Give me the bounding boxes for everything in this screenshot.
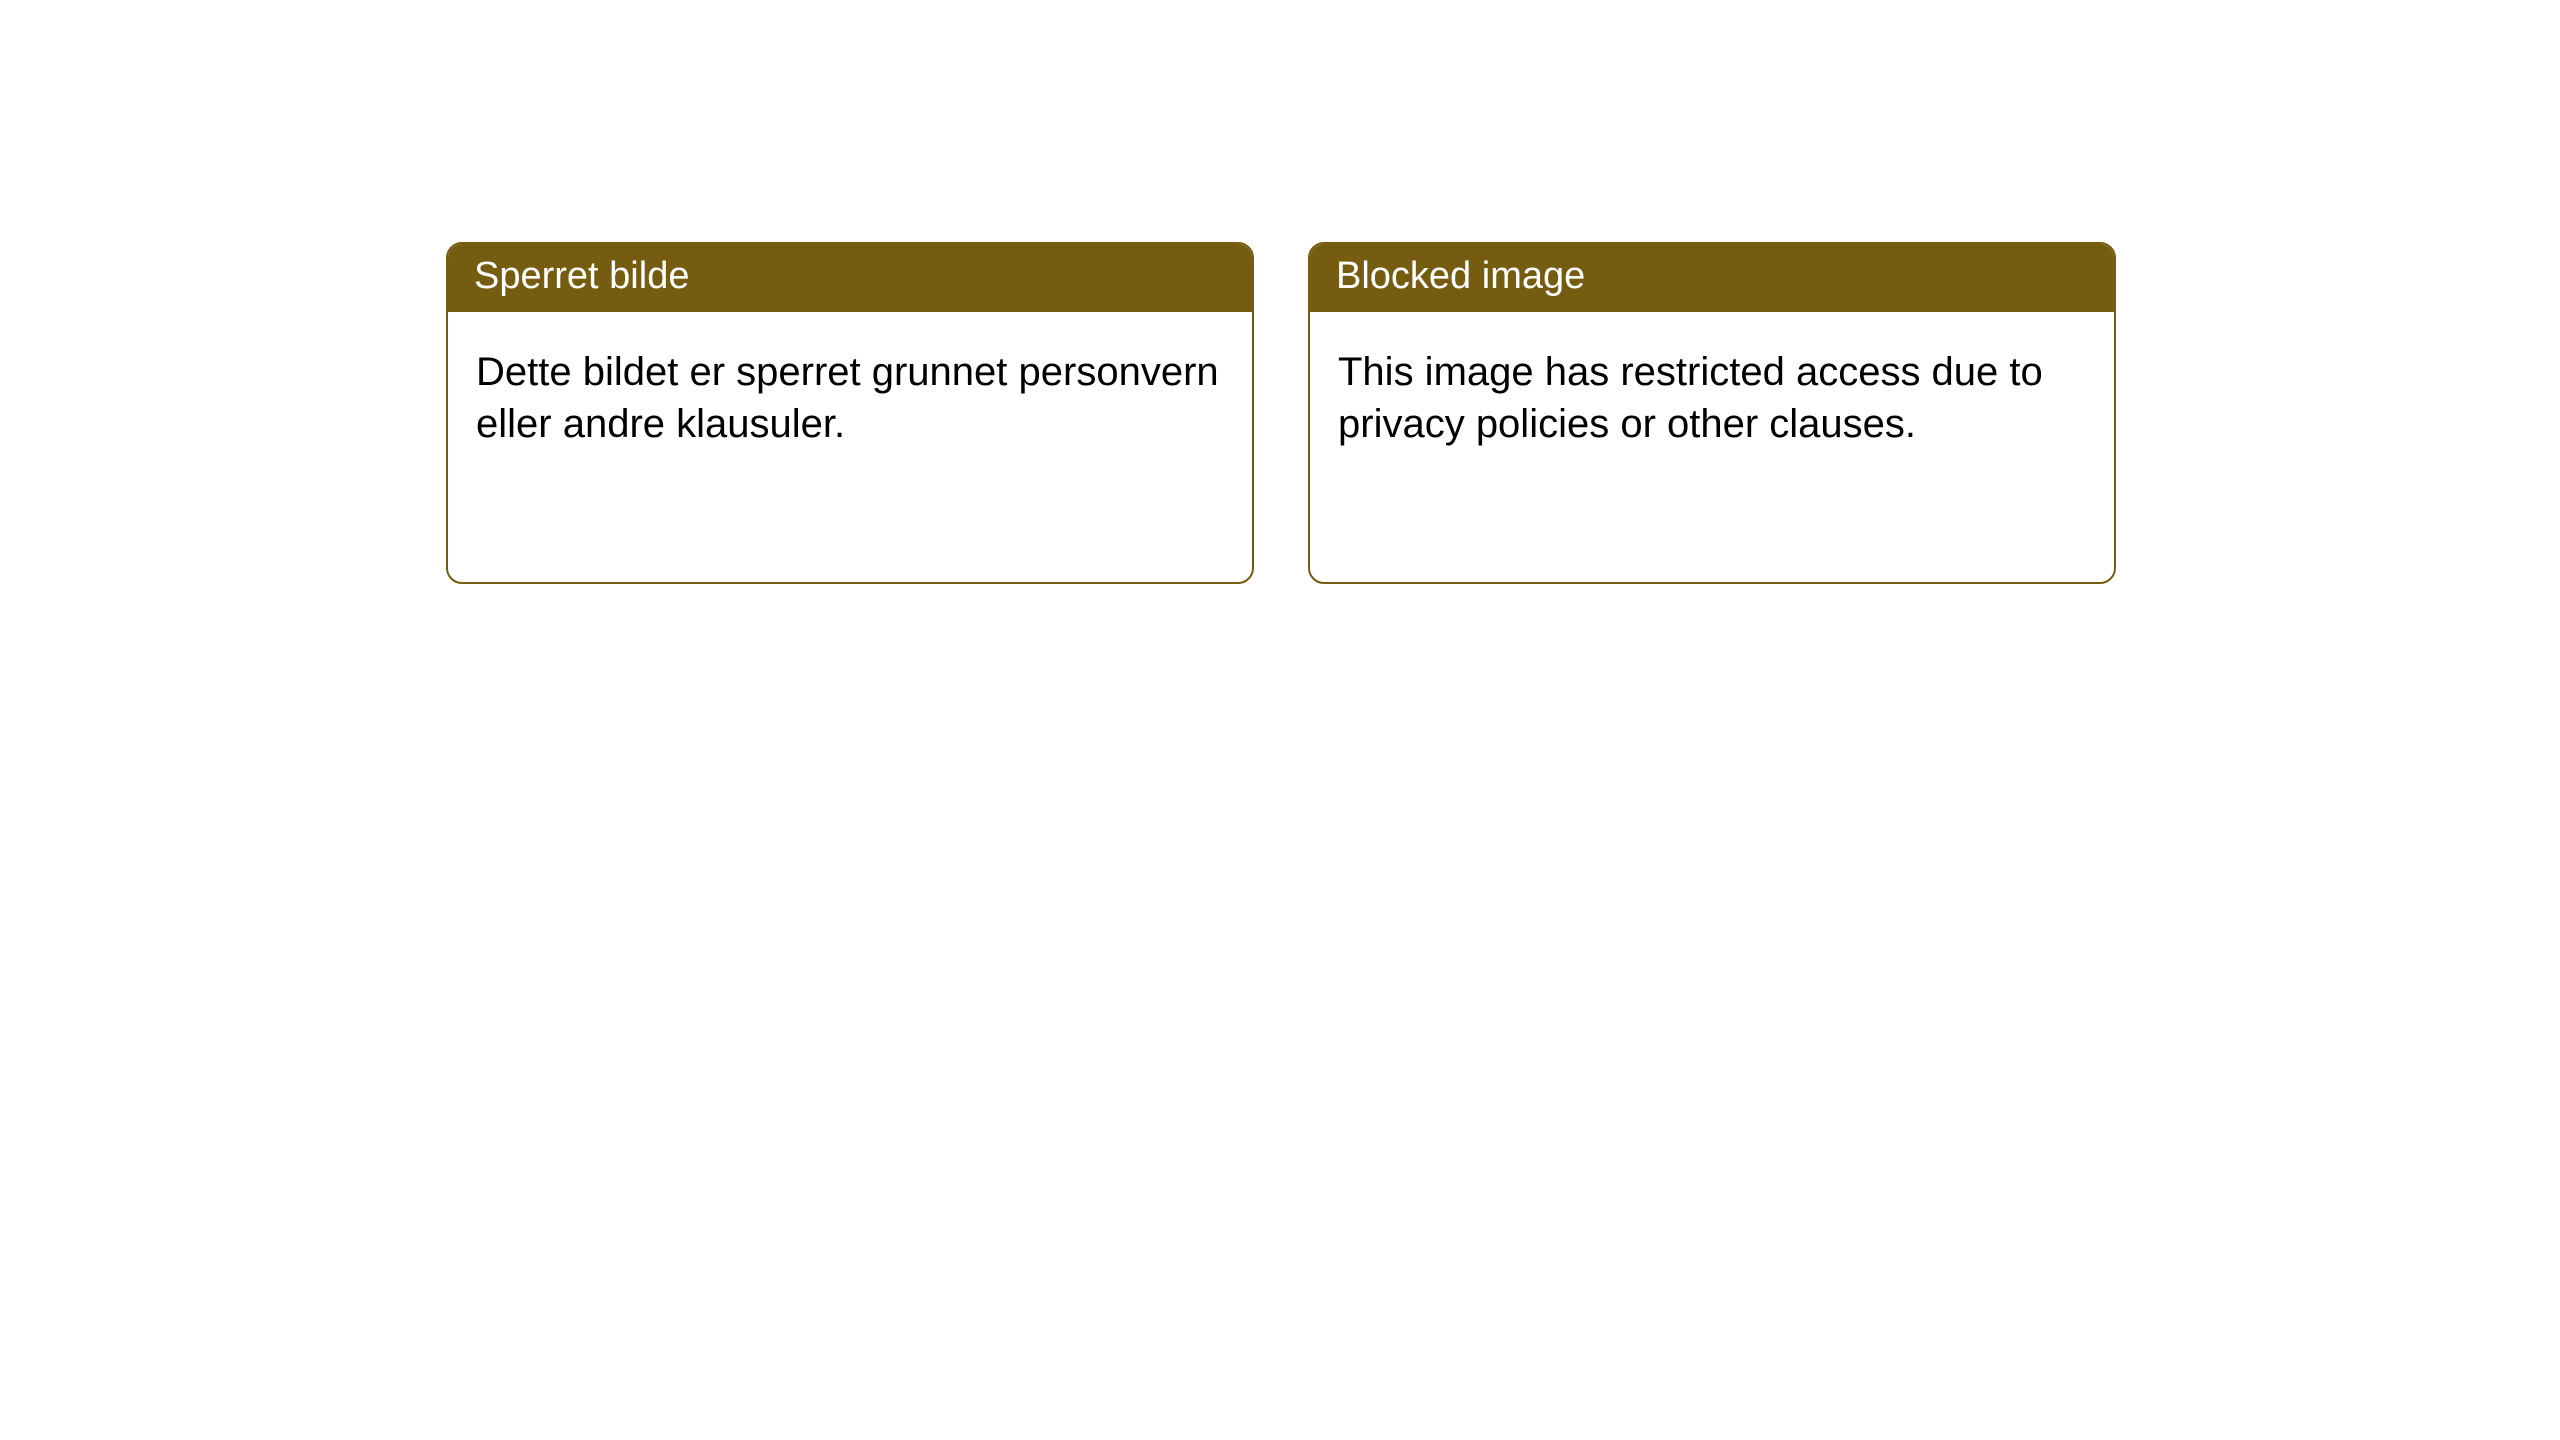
notice-card-norwegian: Sperret bilde Dette bildet er sperret gr… <box>446 242 1254 584</box>
notice-body: Dette bildet er sperret grunnet personve… <box>448 312 1252 582</box>
notice-body: This image has restricted access due to … <box>1310 312 2114 582</box>
notice-title: Blocked image <box>1310 244 2114 312</box>
notice-container: Sperret bilde Dette bildet er sperret gr… <box>0 0 2560 584</box>
notice-title: Sperret bilde <box>448 244 1252 312</box>
notice-card-english: Blocked image This image has restricted … <box>1308 242 2116 584</box>
